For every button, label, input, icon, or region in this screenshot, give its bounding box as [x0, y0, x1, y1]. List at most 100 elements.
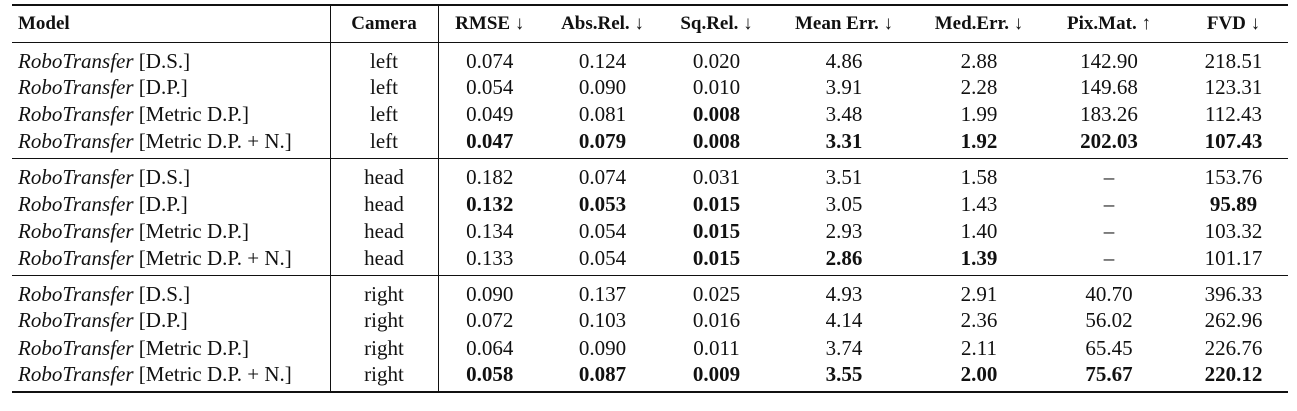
mean-err-cell: 3.55 [825, 362, 863, 387]
model-name: RoboTransfer [18, 308, 134, 333]
sq-rel-cell: 0.010 [692, 75, 741, 100]
pix-mat-cell: – [1103, 245, 1115, 270]
mean-err-cell: 2.93 [825, 219, 863, 244]
fvd-cell: 95.89 [1209, 191, 1258, 216]
mean-err-cell: 3.91 [825, 75, 863, 100]
table-row: RoboTransfer [Metric D.P. + N.] left 0.0… [12, 128, 1288, 159]
model-variant: [D.S.] [138, 165, 191, 190]
mean-err-cell: 4.14 [825, 308, 863, 333]
sq-rel-cell: 0.015 [692, 245, 741, 270]
abs-rel-cell: 0.079 [578, 129, 627, 154]
header-camera: Camera [330, 5, 439, 42]
mean-err-cell: 3.51 [825, 165, 863, 190]
rmse-cell: 0.182 [466, 165, 514, 190]
sq-rel-cell: 0.015 [692, 219, 741, 244]
mean-err-cell: 4.93 [825, 281, 863, 306]
med-err-cell: 2.28 [960, 75, 998, 100]
table-row: RoboTransfer [Metric D.P.] head 0.134 0.… [12, 217, 1288, 245]
mean-err-cell: 3.48 [825, 102, 863, 127]
table-row: RoboTransfer [Metric D.P.] left 0.049 0.… [12, 100, 1288, 129]
model-variant: [Metric D.P.] [138, 335, 250, 360]
header-model: Model [12, 5, 331, 42]
sq-rel-cell: 0.031 [692, 165, 741, 190]
fvd-cell: 101.17 [1204, 245, 1263, 270]
group-head: RoboTransfer [D.S.] head 0.182 0.074 0.0… [12, 158, 1288, 276]
sq-rel-cell: 0.009 [692, 362, 741, 387]
model-variant: [Metric D.P.] [138, 102, 250, 127]
table-row: RoboTransfer [D.P.] right 0.072 0.103 0.… [12, 306, 1288, 334]
med-err-cell: 1.99 [960, 102, 998, 127]
model-name: RoboTransfer [18, 129, 134, 154]
rmse-cell: 0.072 [466, 308, 514, 333]
mean-err-cell: 4.86 [825, 48, 863, 73]
fvd-cell: 226.76 [1204, 335, 1263, 360]
model-variant: [D.P.] [138, 308, 188, 333]
camera-cell: head [330, 158, 439, 191]
pix-mat-cell: 142.90 [1080, 48, 1138, 73]
model-name: RoboTransfer [18, 362, 134, 387]
table-row: RoboTransfer [D.S.] left 0.074 0.124 0.0… [12, 42, 1288, 74]
model-variant: [D.S.] [138, 48, 191, 73]
camera-cell: left [330, 128, 439, 159]
rmse-cell: 0.074 [466, 48, 514, 73]
header-row: Model Camera RMSE ↓ Abs.Rel. ↓ Sq.Rel. ↓… [12, 5, 1288, 42]
abs-rel-cell: 0.053 [578, 191, 627, 216]
group-right: RoboTransfer [D.S.] right 0.090 0.137 0.… [12, 275, 1288, 393]
pix-mat-cell: 65.45 [1085, 335, 1133, 360]
med-err-cell: 2.91 [960, 281, 998, 306]
abs-rel-cell: 0.090 [578, 75, 627, 100]
pix-mat-cell: 183.26 [1080, 102, 1138, 127]
med-err-cell: 2.88 [960, 48, 998, 73]
sq-rel-cell: 0.020 [692, 48, 741, 73]
model-name: RoboTransfer [18, 281, 134, 306]
abs-rel-cell: 0.124 [578, 48, 627, 73]
model-cell: RoboTransfer [D.P.] [12, 73, 331, 101]
header-fvd: FVD ↓ [1206, 12, 1261, 34]
model-name: RoboTransfer [18, 335, 134, 360]
model-cell: RoboTransfer [Metric D.P. + N.] [12, 361, 331, 393]
fvd-cell: 396.33 [1204, 281, 1263, 306]
rmse-cell: 0.049 [466, 102, 514, 127]
abs-rel-cell: 0.054 [578, 245, 627, 270]
abs-rel-cell: 0.103 [578, 308, 627, 333]
camera-cell: head [330, 190, 439, 218]
rmse-cell: 0.134 [466, 219, 514, 244]
camera-cell: right [330, 306, 439, 334]
rmse-cell: 0.090 [466, 281, 514, 306]
model-cell: RoboTransfer [Metric D.P.] [12, 333, 331, 362]
model-name: RoboTransfer [18, 165, 134, 190]
model-variant: [D.S.] [138, 281, 191, 306]
med-err-cell: 1.43 [960, 191, 998, 216]
header-mean-err: Mean Err. ↓ [795, 12, 893, 34]
model-variant: [Metric D.P.] [138, 219, 250, 244]
pix-mat-cell: 149.68 [1080, 75, 1138, 100]
header-sq-rel: Sq.Rel. ↓ [680, 12, 753, 34]
mean-err-cell: 2.86 [825, 245, 863, 270]
camera-cell: head [330, 244, 439, 276]
sq-rel-cell: 0.008 [692, 102, 741, 127]
model-cell: RoboTransfer [D.S.] [12, 275, 331, 307]
header-rmse: RMSE ↓ [455, 12, 525, 34]
table-row: RoboTransfer [Metric D.P.] right 0.064 0… [12, 333, 1288, 362]
sq-rel-cell: 0.025 [692, 281, 741, 306]
model-cell: RoboTransfer [Metric D.P.] [12, 100, 331, 129]
mean-err-cell: 3.05 [825, 191, 863, 216]
med-err-cell: 2.36 [960, 308, 998, 333]
model-name: RoboTransfer [18, 219, 134, 244]
pix-mat-cell: 75.67 [1085, 362, 1133, 387]
fvd-cell: 123.31 [1204, 75, 1263, 100]
model-cell: RoboTransfer [D.S.] [12, 158, 331, 191]
model-cell: RoboTransfer [D.P.] [12, 306, 331, 334]
header-abs-rel: Abs.Rel. ↓ [561, 12, 644, 34]
model-name: RoboTransfer [18, 191, 134, 216]
model-variant: [Metric D.P. + N.] [138, 362, 292, 387]
header-pix-mat: Pix.Mat. ↑ [1067, 12, 1151, 34]
pix-mat-cell: 40.70 [1085, 281, 1133, 306]
camera-cell: left [330, 100, 439, 129]
mean-err-cell: 3.31 [825, 129, 863, 154]
sq-rel-cell: 0.011 [693, 335, 740, 360]
table-row: RoboTransfer [D.P.] head 0.132 0.053 0.0… [12, 190, 1288, 218]
camera-cell: right [330, 275, 439, 307]
rmse-cell: 0.047 [466, 129, 514, 154]
